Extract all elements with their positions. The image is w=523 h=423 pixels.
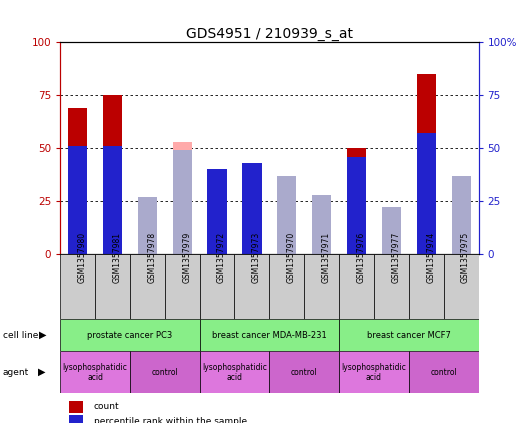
- Bar: [103, 95, 122, 254]
- Bar: [60, 319, 200, 351]
- Bar: [200, 254, 234, 319]
- Bar: [242, 165, 262, 254]
- Text: GSM1357981: GSM1357981: [112, 231, 121, 283]
- Bar: [347, 157, 366, 254]
- Bar: [417, 74, 436, 254]
- Bar: [409, 351, 479, 393]
- Bar: [208, 169, 226, 254]
- Bar: [165, 254, 200, 319]
- Text: percentile rank within the sample: percentile rank within the sample: [94, 417, 247, 423]
- Bar: [138, 197, 157, 254]
- Bar: [382, 207, 401, 254]
- Bar: [339, 319, 479, 351]
- Text: GSM1357977: GSM1357977: [391, 231, 401, 283]
- Bar: [444, 254, 479, 319]
- Text: breast cancer MDA-MB-231: breast cancer MDA-MB-231: [212, 331, 327, 340]
- Text: GSM1357974: GSM1357974: [426, 231, 435, 283]
- Text: control: control: [430, 368, 457, 377]
- Bar: [374, 254, 409, 319]
- Bar: [200, 319, 339, 351]
- Bar: [347, 148, 366, 254]
- Text: GSM1357980: GSM1357980: [77, 231, 87, 283]
- Bar: [103, 146, 122, 254]
- Text: GSM1357973: GSM1357973: [252, 231, 261, 283]
- Bar: [60, 351, 130, 393]
- Bar: [339, 351, 409, 393]
- Text: prostate cancer PC3: prostate cancer PC3: [87, 331, 173, 340]
- Bar: [234, 254, 269, 319]
- Bar: [208, 171, 226, 254]
- Bar: [339, 254, 374, 319]
- Text: GSM1357971: GSM1357971: [322, 231, 331, 283]
- Bar: [69, 415, 83, 423]
- Bar: [60, 254, 95, 319]
- Bar: [277, 176, 297, 254]
- Text: ▶: ▶: [38, 367, 46, 377]
- Bar: [409, 254, 444, 319]
- Bar: [68, 146, 87, 254]
- Text: GSM1357978: GSM1357978: [147, 231, 156, 283]
- Bar: [95, 254, 130, 319]
- Bar: [173, 150, 192, 254]
- Bar: [304, 254, 339, 319]
- Text: GSM1357975: GSM1357975: [461, 231, 470, 283]
- Text: GSM1357970: GSM1357970: [287, 231, 296, 283]
- Title: GDS4951 / 210939_s_at: GDS4951 / 210939_s_at: [186, 27, 353, 41]
- Bar: [277, 184, 297, 254]
- Text: GSM1357976: GSM1357976: [357, 231, 366, 283]
- Bar: [138, 216, 157, 254]
- Text: control: control: [151, 368, 178, 377]
- Bar: [451, 186, 471, 254]
- Bar: [130, 254, 165, 319]
- Text: control: control: [291, 368, 317, 377]
- Text: ▶: ▶: [39, 330, 47, 340]
- Bar: [451, 176, 471, 254]
- Bar: [242, 163, 262, 254]
- Text: GSM1357972: GSM1357972: [217, 231, 226, 283]
- Bar: [417, 133, 436, 254]
- Bar: [130, 351, 200, 393]
- Text: cell line: cell line: [3, 331, 38, 340]
- Bar: [312, 195, 331, 254]
- Text: breast cancer MCF7: breast cancer MCF7: [367, 331, 451, 340]
- Text: GSM1357979: GSM1357979: [182, 231, 191, 283]
- Bar: [68, 108, 87, 254]
- Text: agent: agent: [3, 368, 29, 377]
- Bar: [200, 351, 269, 393]
- Bar: [312, 216, 331, 254]
- Bar: [69, 401, 83, 413]
- Bar: [269, 351, 339, 393]
- Bar: [269, 254, 304, 319]
- Bar: [173, 142, 192, 254]
- Text: lysophosphatidic
acid: lysophosphatidic acid: [202, 363, 267, 382]
- Text: count: count: [94, 402, 119, 412]
- Text: lysophosphatidic
acid: lysophosphatidic acid: [342, 363, 406, 382]
- Text: lysophosphatidic
acid: lysophosphatidic acid: [63, 363, 128, 382]
- Bar: [382, 228, 401, 254]
